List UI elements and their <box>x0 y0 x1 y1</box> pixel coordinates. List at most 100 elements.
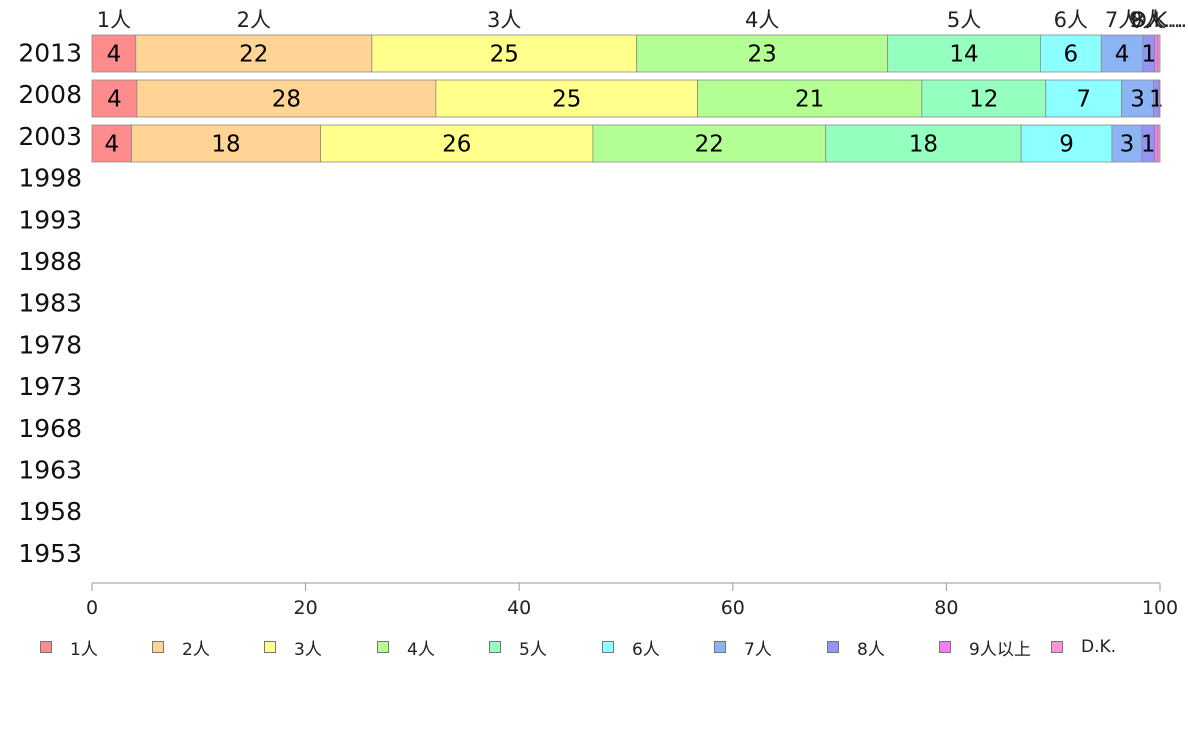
x-tick-label: 0 <box>86 597 98 619</box>
data-label: 21 <box>795 87 824 113</box>
legend-label: 5人 <box>519 639 547 660</box>
legend-swatch <box>264 641 276 653</box>
top-series-label: 1人 <box>97 8 131 32</box>
y-tick-label: 1993 <box>18 205 82 234</box>
y-tick-label: 1958 <box>18 497 82 526</box>
legend-label: 9人以上 <box>969 639 1031 660</box>
bar-segment <box>91 79 138 118</box>
data-label: 14 <box>949 42 978 68</box>
data-label: 22 <box>695 132 724 158</box>
y-tick-label: 2008 <box>18 80 82 109</box>
legend-swatch <box>602 641 614 653</box>
data-label: 7 <box>1076 87 1091 113</box>
top-series-label: 8人 <box>1132 8 1166 32</box>
x-tick-label: 100 <box>1142 597 1178 619</box>
legend-item: 2人 <box>152 635 210 660</box>
bar-segment <box>371 34 638 73</box>
bar-segment <box>320 124 594 163</box>
legend-label: 8人 <box>857 639 885 660</box>
legend-swatch <box>1051 641 1063 653</box>
legend-item: 1人 <box>40 635 98 660</box>
legend-item: 3人 <box>264 635 322 660</box>
y-tick-label: 1983 <box>18 289 82 318</box>
data-label: 22 <box>239 42 268 68</box>
bar-segment <box>697 79 923 118</box>
bar-segment <box>1039 34 1102 73</box>
bar-segment <box>1154 34 1159 73</box>
x-tick-label: 60 <box>721 597 745 619</box>
top-series-label: D.K... <box>1131 8 1188 32</box>
y-tick-label: 1973 <box>18 372 82 401</box>
bar-segment <box>1045 79 1122 118</box>
top-series-label: 4人 <box>745 8 779 32</box>
bar-segment <box>1157 34 1161 73</box>
legend-label: 4人 <box>407 639 435 660</box>
legend-swatch <box>714 641 726 653</box>
data-label: 1 <box>1141 42 1156 68</box>
legend-label: 2人 <box>182 639 210 660</box>
data-label: 6 <box>1064 42 1079 68</box>
data-label: 28 <box>272 87 301 113</box>
legend-label: 7人 <box>744 639 772 660</box>
legend-label: D.K. <box>1081 637 1117 657</box>
data-label: 3 <box>1130 87 1145 113</box>
bar-segment <box>887 34 1041 73</box>
legend-swatch <box>489 641 501 653</box>
legend-item: D.K. <box>1051 635 1116 659</box>
top-series-label: 6人 <box>1054 8 1088 32</box>
top-series-label: 5人 <box>947 8 981 32</box>
bar-segment <box>1158 79 1161 118</box>
y-tick-label: 1998 <box>18 164 82 193</box>
legend-item: 6人 <box>602 635 660 660</box>
legend-item: 4人 <box>377 635 435 660</box>
legend-label: 6人 <box>632 639 660 660</box>
legend-swatch <box>40 641 52 653</box>
data-label: 3 <box>1120 132 1135 158</box>
data-label: 4 <box>1115 42 1130 68</box>
bar-segment <box>825 124 1022 163</box>
legend-item: 9人以上 <box>939 635 1031 660</box>
x-tick-label: 20 <box>294 597 318 619</box>
bar-segment <box>1100 34 1144 73</box>
y-tick-label: 1968 <box>18 414 82 443</box>
legend-label: 3人 <box>294 639 322 660</box>
data-label: 1 <box>1149 87 1164 113</box>
top-series-label: 7人 <box>1105 8 1139 32</box>
legend-swatch <box>939 641 951 653</box>
bar-segment <box>435 79 698 118</box>
bar-segment <box>1020 124 1113 163</box>
y-tick-label: 1963 <box>18 456 82 485</box>
y-tick-label: 1953 <box>18 539 82 568</box>
bar-segment <box>135 34 373 73</box>
bar-segment <box>131 124 321 163</box>
data-label: 9 <box>1059 132 1074 158</box>
top-series-label: 3人 <box>487 8 521 32</box>
legend-item: 7人 <box>714 635 772 660</box>
legend-item: 8人 <box>827 635 885 660</box>
data-label: 4 <box>107 42 122 68</box>
x-tick-label: 80 <box>934 597 958 619</box>
legend-swatch <box>377 641 389 653</box>
legend-swatch <box>152 641 164 653</box>
data-label: 4 <box>107 87 122 113</box>
data-label: 12 <box>969 87 998 113</box>
bar-segment <box>921 79 1047 118</box>
y-tick-label: 2013 <box>18 39 82 68</box>
bar-segment <box>636 34 889 73</box>
data-label: 4 <box>104 132 119 158</box>
top-series-label: 2人 <box>237 8 271 32</box>
data-label: 26 <box>442 132 471 158</box>
bar-segment <box>1121 79 1154 118</box>
y-tick-label: 1978 <box>18 330 82 359</box>
data-label: 18 <box>211 132 240 158</box>
data-label: 25 <box>490 42 519 68</box>
bar-segment <box>136 79 437 118</box>
y-tick-label: 1988 <box>18 247 82 276</box>
data-label: 18 <box>909 132 938 158</box>
bar-segment <box>91 34 137 73</box>
legend-item: 5人 <box>489 635 547 660</box>
y-tick-label: 2003 <box>18 122 82 151</box>
legend-swatch <box>827 641 839 653</box>
bar-segment <box>1157 124 1161 163</box>
data-label: 23 <box>748 42 777 68</box>
